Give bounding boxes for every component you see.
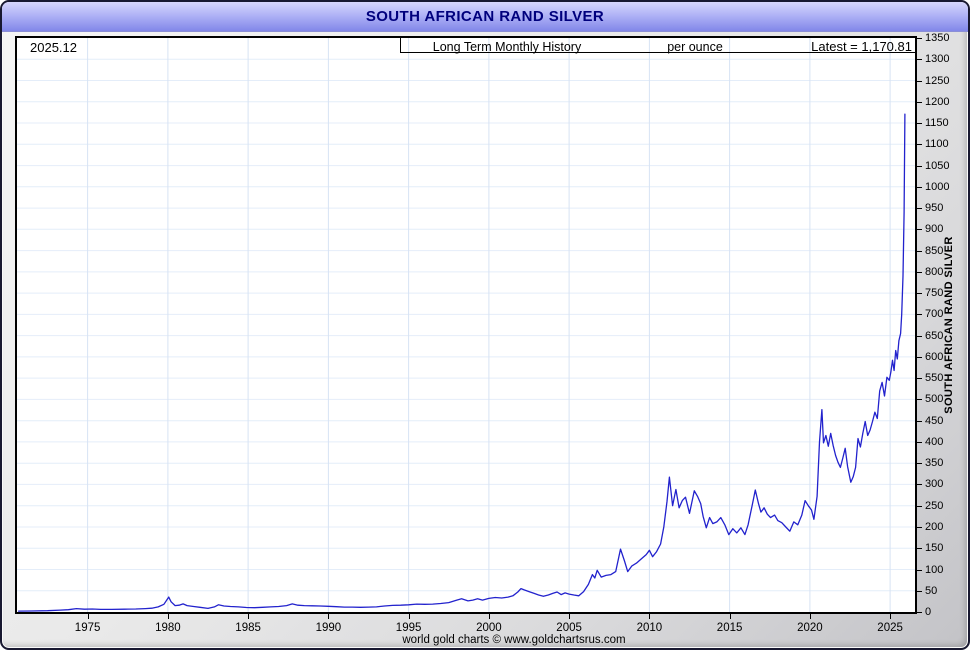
- x-tick: [408, 614, 410, 619]
- y-axis-title: SOUTH AFRICAN RAND SILVER: [943, 236, 955, 414]
- y-tick: [917, 356, 922, 358]
- y-tick: [917, 271, 922, 273]
- y-tick: [917, 250, 922, 252]
- y-tick: [917, 208, 922, 210]
- y-tick: [917, 463, 922, 465]
- y-tick: [917, 548, 922, 550]
- y-tick: [917, 144, 922, 146]
- y-tick-label: 550: [925, 372, 944, 385]
- y-tick: [917, 123, 922, 124]
- y-tick-label: 0: [925, 606, 932, 618]
- header-box-divider: [400, 38, 401, 53]
- y-tick-label: 700: [925, 308, 944, 321]
- price-line-chart: [17, 38, 915, 612]
- y-tick: [917, 38, 922, 39]
- y-tick-label: 650: [925, 329, 944, 342]
- y-tick: [917, 569, 922, 571]
- x-tick-label: 1975: [74, 622, 101, 634]
- x-tick-label: 2005: [556, 622, 582, 634]
- y-tick: [917, 186, 922, 188]
- x-tick: [248, 614, 250, 619]
- x-tick: [649, 614, 651, 619]
- latest-period-label: 2025.12: [30, 40, 77, 55]
- x-tick-label: 2025: [877, 622, 903, 634]
- y-tick: [917, 293, 922, 295]
- y-tick-label: 100: [925, 563, 944, 576]
- x-tick: [328, 614, 330, 619]
- y-tick-label: 350: [925, 457, 944, 470]
- y-tick-label: 1350: [925, 32, 950, 44]
- y-tick: [917, 420, 922, 422]
- x-tick-label: 2010: [636, 622, 663, 634]
- x-tick: [87, 614, 89, 619]
- y-tick-label: 850: [925, 244, 944, 257]
- y-tick-label: 1200: [925, 95, 950, 108]
- header-box-underline: [400, 52, 915, 53]
- y-tick-label: 1300: [925, 53, 950, 66]
- y-tick-label: 1050: [925, 159, 950, 172]
- y-tick: [917, 229, 922, 231]
- y-tick-label: 600: [925, 350, 944, 363]
- unit-label: per ounce: [667, 40, 723, 54]
- y-tick: [917, 80, 922, 82]
- y-tick: [917, 101, 922, 103]
- y-tick-label: 750: [925, 287, 944, 300]
- x-tick-label: 2015: [716, 622, 743, 634]
- y-tick: [917, 527, 922, 528]
- y-tick-label: 250: [925, 499, 944, 512]
- y-tick-label: 950: [925, 202, 944, 215]
- y-tick: [917, 484, 922, 486]
- y-tick: [917, 335, 922, 337]
- x-tick: [729, 614, 731, 619]
- x-tick: [488, 614, 490, 619]
- x-tick-label: 2020: [797, 622, 823, 634]
- y-tick-label: 50: [925, 584, 938, 597]
- y-tick: [917, 378, 922, 380]
- x-tick-label: 2000: [476, 622, 502, 634]
- y-tick: [917, 59, 922, 61]
- y-tick-label: 1100: [925, 138, 949, 151]
- x-tick-label: 1995: [395, 622, 422, 634]
- x-tick: [890, 614, 892, 619]
- y-tick-label: 500: [925, 393, 944, 406]
- x-tick: [167, 614, 169, 619]
- y-tick-label: 400: [925, 435, 944, 448]
- y-tick-label: 1000: [925, 180, 950, 193]
- x-tick: [569, 614, 571, 619]
- x-tick-label: 1985: [235, 622, 261, 634]
- y-tick: [917, 612, 922, 613]
- x-tick-label: 1980: [155, 622, 181, 634]
- chart-subtitle: Long Term Monthly History: [432, 40, 582, 54]
- y-tick-label: 300: [925, 478, 944, 491]
- footer-credit: world gold charts © www.goldchartsrus.co…: [402, 634, 626, 646]
- x-tick-label: 1990: [315, 622, 342, 634]
- y-tick-label: 200: [925, 521, 944, 533]
- y-tick-label: 1250: [925, 74, 950, 87]
- x-tick: [809, 614, 811, 619]
- y-tick: [917, 165, 922, 167]
- y-tick-label: 450: [925, 414, 944, 427]
- y-tick: [917, 441, 922, 443]
- y-tick-label: 1150: [925, 117, 949, 129]
- plot-area: [15, 36, 917, 614]
- y-tick-label: 900: [925, 223, 944, 236]
- y-tick: [917, 314, 922, 316]
- y-tick-label: 800: [925, 265, 944, 278]
- title-bar: SOUTH AFRICAN RAND SILVER: [2, 2, 968, 32]
- latest-value-label: Latest = 1,170.81: [811, 39, 912, 54]
- y-tick: [917, 590, 922, 592]
- y-tick-label: 150: [925, 542, 944, 555]
- chart-title: SOUTH AFRICAN RAND SILVER: [365, 8, 605, 25]
- y-tick: [917, 399, 922, 401]
- y-tick: [917, 505, 922, 507]
